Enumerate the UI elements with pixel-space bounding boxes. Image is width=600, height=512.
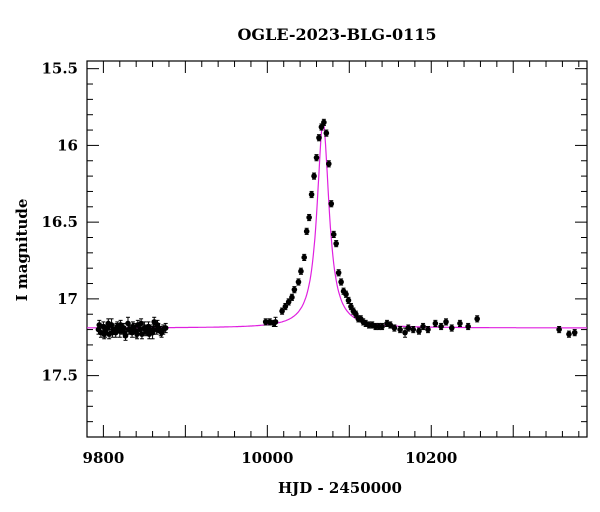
data-point [308, 191, 315, 198]
data-point [162, 325, 169, 331]
data-point [303, 228, 310, 235]
data-point [443, 319, 449, 325]
data-point [311, 173, 317, 179]
y-tick-label: 16 [57, 136, 78, 154]
x-tick-label: 10000 [241, 449, 293, 467]
data-point [566, 331, 572, 337]
x-axis-label: HJD - 2450000 [278, 479, 402, 497]
data-point [113, 325, 120, 331]
y-tick-label: 16.5 [41, 213, 78, 231]
data-point [333, 240, 339, 247]
plot-frame [86, 60, 588, 438]
data-point [316, 134, 322, 141]
data-point [323, 130, 330, 136]
y-tick-label: 15.5 [41, 60, 78, 78]
data-point [391, 325, 398, 331]
data-point [328, 200, 335, 207]
data-point [326, 161, 332, 167]
y-tick-label: 17 [57, 290, 78, 308]
data-point [387, 322, 394, 328]
data-point [117, 322, 124, 328]
data-point [126, 326, 132, 333]
data-point [262, 319, 269, 325]
data-point [105, 320, 112, 327]
data-point [289, 294, 295, 301]
data-point [335, 269, 342, 276]
data-point [142, 326, 148, 333]
x-tick-label: 10200 [405, 449, 457, 467]
data-point [345, 297, 352, 304]
data-point [134, 331, 140, 337]
data-point [295, 279, 302, 285]
data-point [139, 331, 145, 337]
chart-title: OGLE-2023-BLG-0115 [237, 25, 436, 44]
data-point [130, 323, 136, 330]
data-point [158, 329, 165, 336]
data-point [432, 320, 439, 327]
x-tick-label: 9800 [83, 449, 125, 467]
data-point [306, 214, 312, 221]
data-point [343, 291, 349, 298]
data-point [313, 154, 320, 161]
data-point [146, 331, 153, 337]
data-point [405, 325, 412, 331]
data-point [138, 320, 144, 327]
data-point [571, 329, 578, 336]
data-point [330, 231, 337, 238]
data-point [301, 254, 308, 261]
data-point [457, 320, 463, 327]
data-point [338, 279, 344, 285]
data-point [448, 325, 455, 331]
data-point [465, 323, 471, 330]
data-point [109, 329, 116, 336]
data-point [121, 329, 128, 336]
data-point [96, 322, 103, 328]
data-point [474, 316, 480, 322]
plot-area: 9800 10000 10200 15.5 16 16.5 17 17.5 [41, 60, 588, 467]
data-point [438, 323, 444, 330]
data-point [420, 323, 426, 330]
data-point [272, 319, 279, 325]
data-point [379, 323, 385, 330]
data-point [154, 322, 161, 328]
y-tick-label: 17.5 [41, 367, 78, 385]
data-point [321, 119, 327, 126]
data-point [291, 286, 298, 293]
data-point [416, 328, 422, 334]
data-point [410, 326, 417, 333]
data-point [101, 331, 108, 337]
data-point [397, 326, 403, 333]
model-curve [87, 120, 587, 329]
data-point [425, 326, 431, 333]
data-point [556, 326, 562, 333]
y-axis-label: I magnitude [13, 199, 31, 302]
data-point [150, 326, 157, 333]
data-point [298, 268, 304, 275]
